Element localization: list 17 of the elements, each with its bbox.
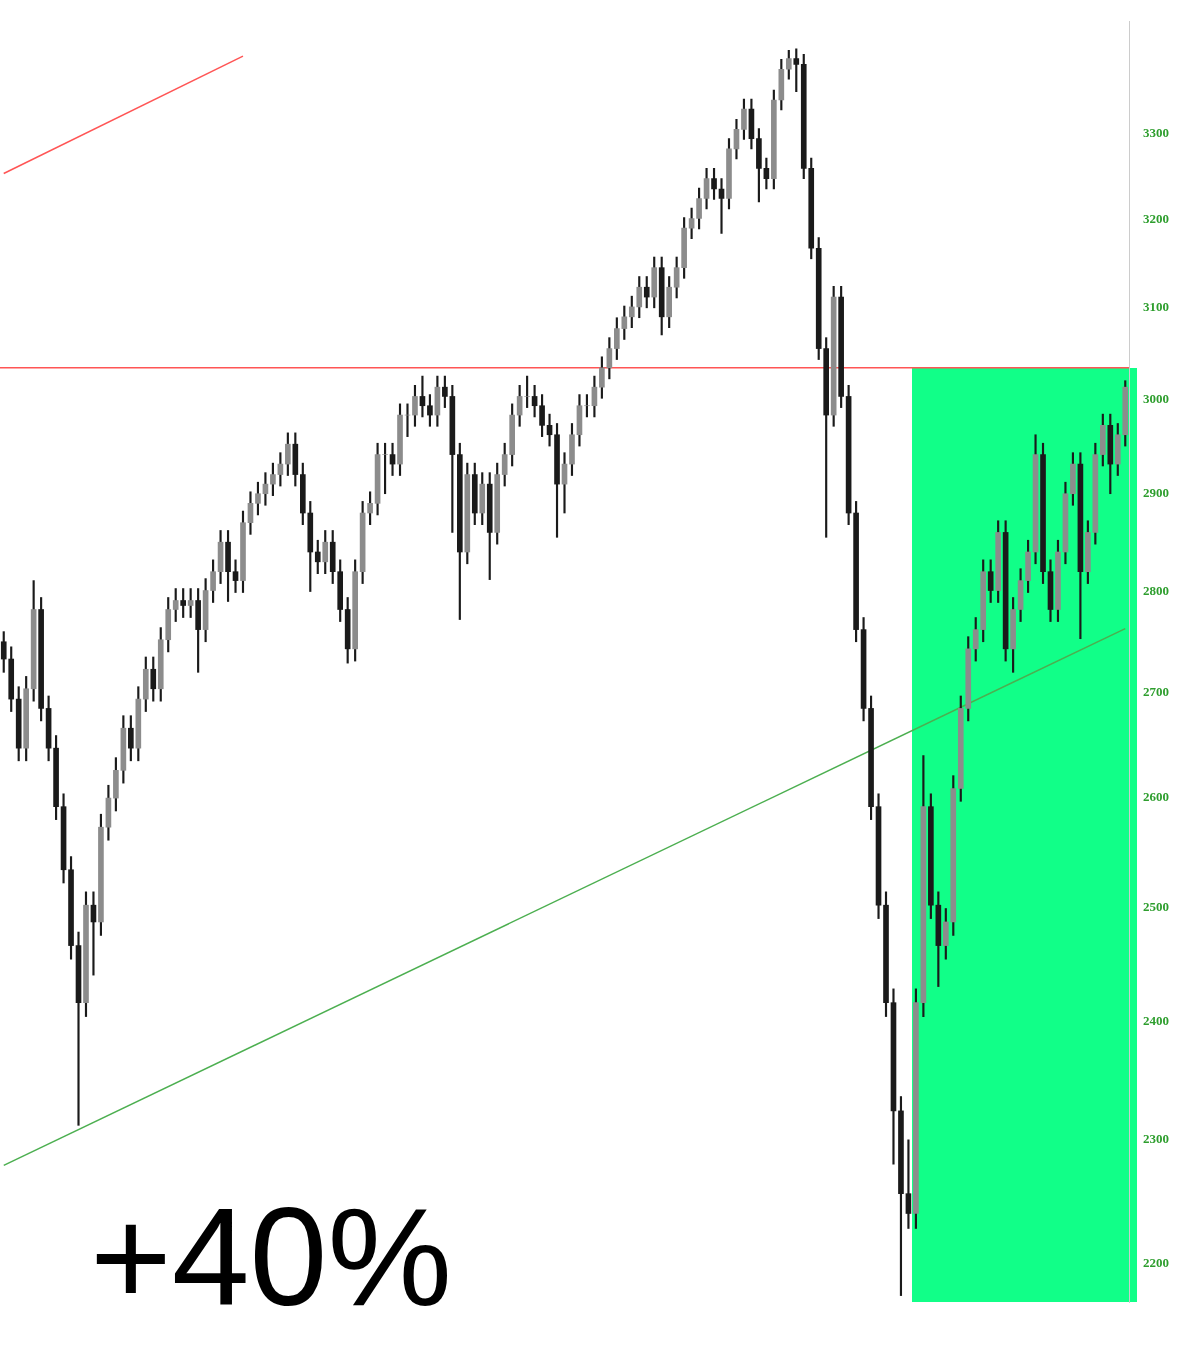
y-tick-label: 2300 (1143, 1131, 1169, 1147)
y-tick-label: 3200 (1143, 210, 1169, 226)
y-tick-label: 2900 (1143, 485, 1169, 501)
y-tick-label: 3000 (1143, 390, 1169, 406)
candlestick (905, 1139, 912, 1229)
y-tick-label: 3300 (1143, 124, 1169, 140)
y-tick-label: 2700 (1143, 684, 1169, 700)
y-tick-label: 2600 (1143, 789, 1169, 805)
y-tick-label: 2400 (1143, 1012, 1169, 1028)
y-tick-label: 2500 (1143, 898, 1169, 914)
candlestick (232, 559, 239, 593)
y-tick-label: 2800 (1143, 582, 1169, 598)
y-tick-label: 2200 (1143, 1255, 1169, 1271)
candlestick (382, 442, 388, 495)
y-tick-label: 3100 (1143, 299, 1169, 315)
annotation: +40% (90, 1178, 452, 1335)
candlestick (524, 375, 530, 408)
